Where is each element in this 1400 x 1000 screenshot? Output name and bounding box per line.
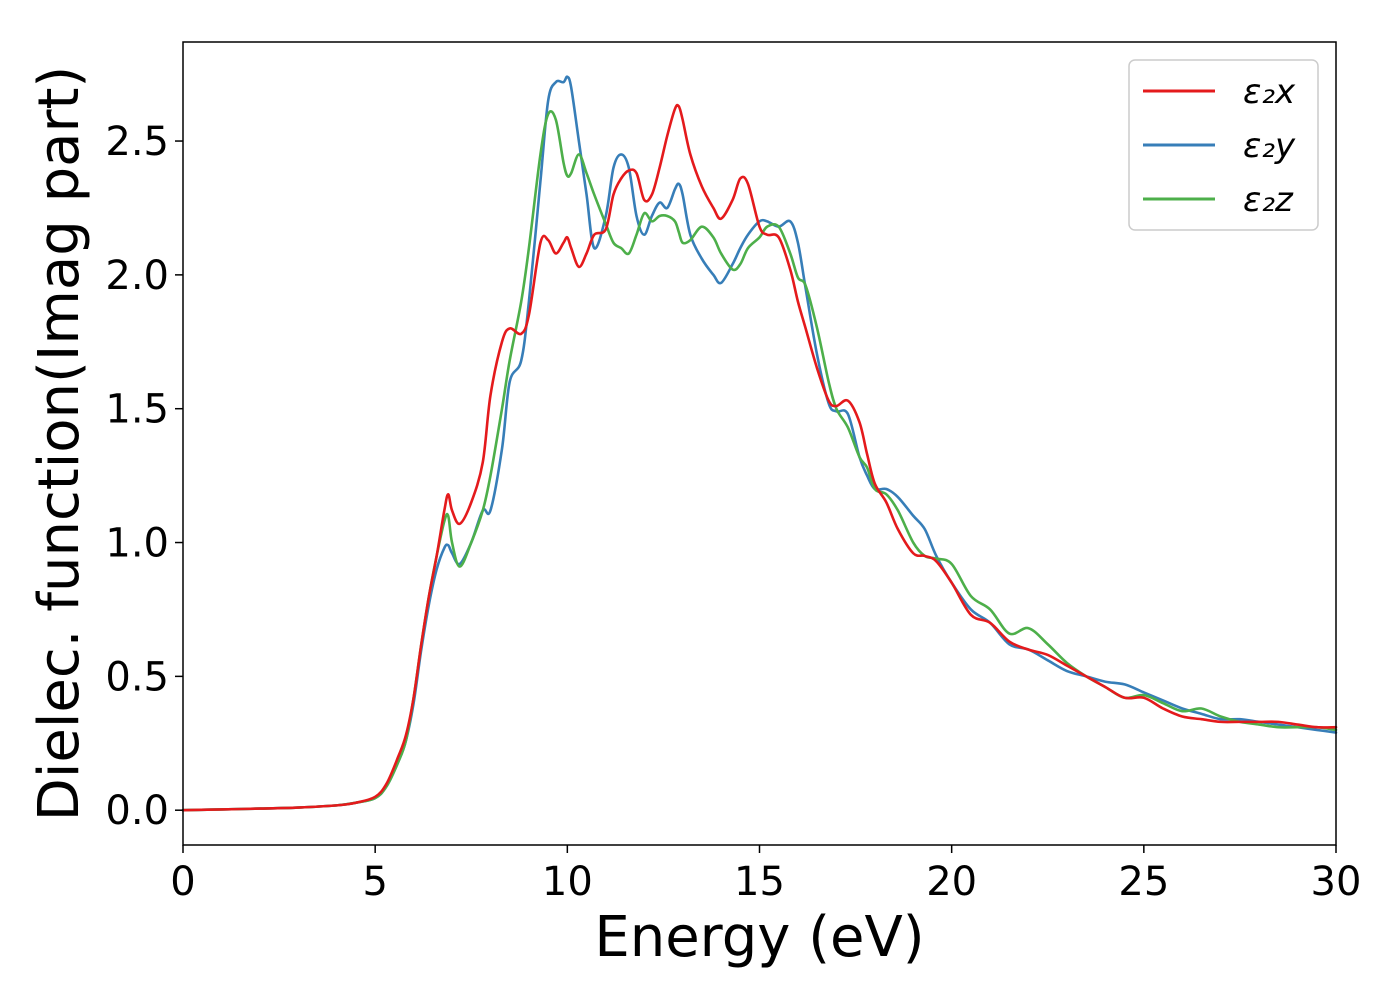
x-tick-label: 10 (542, 859, 593, 905)
x-axis-title: Energy (eV) (594, 905, 924, 970)
x-tick-label: 30 (1311, 859, 1362, 905)
x-tick-label: 25 (1118, 859, 1169, 905)
x-axis: 0 5 10 15 20 25 30 (170, 845, 1361, 905)
y-axis: 0.0 0.5 1.0 1.5 2.0 2.5 (105, 119, 183, 834)
y-axis-title: Dielec. function(Imag part) (27, 66, 92, 822)
legend: ε₂x ε₂y ε₂z (1128, 59, 1319, 231)
series-layer (181, 75, 1338, 812)
series-line-x (181, 103, 1338, 812)
x-tick-label: 20 (926, 859, 977, 905)
legend-label: ε₂z (1243, 180, 1294, 220)
legend-label: ε₂y (1243, 126, 1296, 166)
y-tick-label: 2.0 (105, 253, 169, 299)
y-tick-label: 0.5 (105, 654, 169, 700)
series-line-z (181, 109, 1338, 812)
x-tick-label: 5 (362, 859, 387, 905)
x-tick-label: 15 (734, 859, 785, 905)
y-tick-label: 0.0 (105, 788, 169, 834)
y-tick-label: 2.5 (105, 119, 169, 165)
x-tick-label: 0 (170, 859, 195, 905)
legend-box (1128, 59, 1319, 231)
legend-label: ε₂x (1243, 72, 1296, 112)
y-tick-label: 1.0 (105, 521, 169, 567)
series-line-y (181, 75, 1338, 812)
y-tick-label: 1.5 (105, 387, 169, 433)
